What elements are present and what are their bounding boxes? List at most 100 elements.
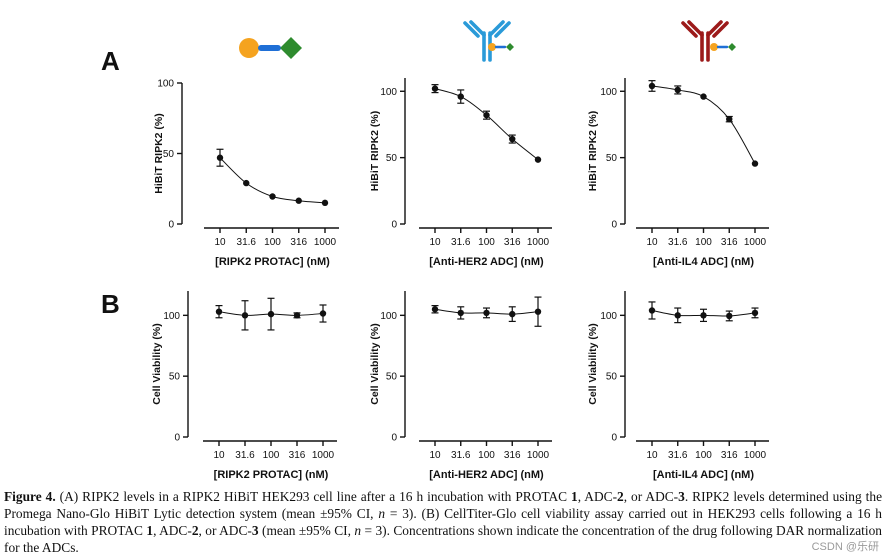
y-tick-label: 100 <box>157 79 174 90</box>
x-axis-title: [Anti-IL4 ADC] (nM) <box>653 469 754 481</box>
data-point <box>293 312 301 319</box>
x-tick-label: 316 <box>289 450 306 461</box>
caption-compound: 1 <box>571 489 578 504</box>
chart-a3: 0 50 100 10 31.6 100 316 1000 [Anti-IL4 ADC] (nM… <box>587 78 769 268</box>
y-axis-title: Cell Viability (%) <box>151 323 163 405</box>
x-tick-label: 316 <box>504 237 521 248</box>
x-tick-label: 1000 <box>744 237 767 248</box>
data-point <box>215 308 223 315</box>
chart-a1: 0 50 100 10 31.6 100 316 1000 [RIPK2 PROTAC] (nM… <box>153 79 339 268</box>
y-tick-label: 50 <box>606 372 618 383</box>
data-point <box>726 312 733 320</box>
y-axis-title: Cell Viability (%) <box>369 323 381 405</box>
y-tick-label: 100 <box>380 87 397 98</box>
y-axis-title: HiBiT RIPK2 (%) <box>369 111 381 192</box>
chart-a2: 0 50 100 10 31.6 100 316 1000 [Anti-HER2 ADC] (n… <box>369 78 552 268</box>
data-point <box>648 82 656 90</box>
fit-curve <box>434 88 539 161</box>
x-tick-label: 1000 <box>527 237 550 248</box>
x-axis-title: [Anti-HER2 ADC] (nM) <box>429 469 544 481</box>
x-tick-label: 316 <box>290 237 307 248</box>
data-point <box>269 193 276 200</box>
x-tick-label: 1000 <box>744 450 767 461</box>
x-tick-label: 31.6 <box>451 450 471 461</box>
y-tick-label: 100 <box>163 311 180 322</box>
x-tick-label: 100 <box>478 450 495 461</box>
caption-text: , or ADC- <box>623 489 679 504</box>
data-point <box>674 312 681 319</box>
her2-adc-icon <box>463 20 514 62</box>
caption-text: = 3). Concentrations shown indicate the … <box>4 523 882 555</box>
caption-text: (mean ±95% CI, <box>258 523 355 538</box>
x-tick-label: 1000 <box>527 450 550 461</box>
x-tick-label: 1000 <box>314 237 337 248</box>
figure-svg: A B <box>101 20 769 481</box>
x-tick-label: 10 <box>429 450 441 461</box>
data-point <box>751 309 759 317</box>
y-tick-label: 0 <box>174 433 180 444</box>
y-tick-label: 0 <box>391 220 397 231</box>
y-tick-label: 100 <box>600 311 617 322</box>
data-point <box>267 310 275 318</box>
data-point <box>509 310 516 318</box>
x-tick-label: 316 <box>504 450 521 461</box>
data-point <box>319 310 327 317</box>
chart-b2: 0 50 100 10 31.6 100 316 1000 [Anti-HER2 ADC] (n… <box>369 291 552 481</box>
x-tick-label: 100 <box>478 237 495 248</box>
caption-text: = 3). (B) CellTiter-Glo cell viability a… <box>4 506 882 538</box>
x-tick-label: 10 <box>646 237 658 248</box>
y-tick-label: 100 <box>380 311 397 322</box>
data-point <box>700 312 707 319</box>
caption-label: Figure 4. <box>4 489 56 504</box>
x-tick-label: 10 <box>213 450 225 461</box>
x-tick-label: 316 <box>721 237 738 248</box>
chart-b1: 0 50 100 10 31.6 100 316 1000 [RIPK2 PROTAC] (nM… <box>151 291 337 481</box>
data-point <box>648 307 656 314</box>
data-point <box>457 93 464 100</box>
caption-text: , ADC- <box>577 489 618 504</box>
y-tick-label: 0 <box>168 220 174 231</box>
y-axis-title: HiBiT RIPK2 (%) <box>153 113 165 194</box>
x-tick-label: 316 <box>721 450 738 461</box>
data-point <box>483 309 490 317</box>
y-tick-label: 50 <box>169 372 181 383</box>
x-axis-title: [RIPK2 PROTAC] (nM) <box>214 469 329 481</box>
y-tick-label: 50 <box>386 372 398 383</box>
panel-label-a: A <box>101 46 120 76</box>
caption-text: , or ADC- <box>198 523 252 538</box>
data-point <box>431 306 439 313</box>
x-tick-label: 31.6 <box>451 237 471 248</box>
caption-text: , ADC- <box>153 523 192 538</box>
caption-n: n <box>354 523 362 538</box>
data-point <box>216 154 224 161</box>
caption-compound: 3 <box>251 523 259 538</box>
caption-compound: 3 <box>678 489 685 504</box>
y-tick-label: 0 <box>611 220 617 231</box>
x-tick-label: 100 <box>695 237 712 248</box>
caption-compound: 2 <box>617 489 624 504</box>
y-axis-title: Cell Viability (%) <box>587 323 599 405</box>
data-point <box>674 86 681 94</box>
caption-n: n <box>378 506 386 521</box>
data-point <box>321 199 329 207</box>
x-tick-label: 31.6 <box>668 450 688 461</box>
watermark: CSDN @乐研 <box>811 541 879 553</box>
y-tick-label: 100 <box>600 87 617 98</box>
data-point <box>241 312 249 319</box>
data-point <box>534 156 542 163</box>
panel-label-b: B <box>101 289 120 319</box>
data-point <box>483 111 490 119</box>
data-point <box>457 309 464 317</box>
x-axis-title: [RIPK2 PROTAC] (nM) <box>215 256 330 268</box>
x-tick-label: 31.6 <box>237 237 257 248</box>
x-tick-label: 10 <box>429 237 441 248</box>
x-axis-title: [Anti-HER2 ADC] (nM) <box>429 256 544 268</box>
caption-compound: 2 <box>191 523 199 538</box>
x-tick-label: 31.6 <box>235 450 255 461</box>
y-tick-label: 50 <box>386 153 398 164</box>
chart-b3: 0 50 100 10 31.6 100 316 1000 [Anti-IL4 ADC] (nM… <box>587 291 769 481</box>
caption-compound: 1 <box>146 523 154 538</box>
y-axis-title: HiBiT RIPK2 (%) <box>587 111 599 192</box>
